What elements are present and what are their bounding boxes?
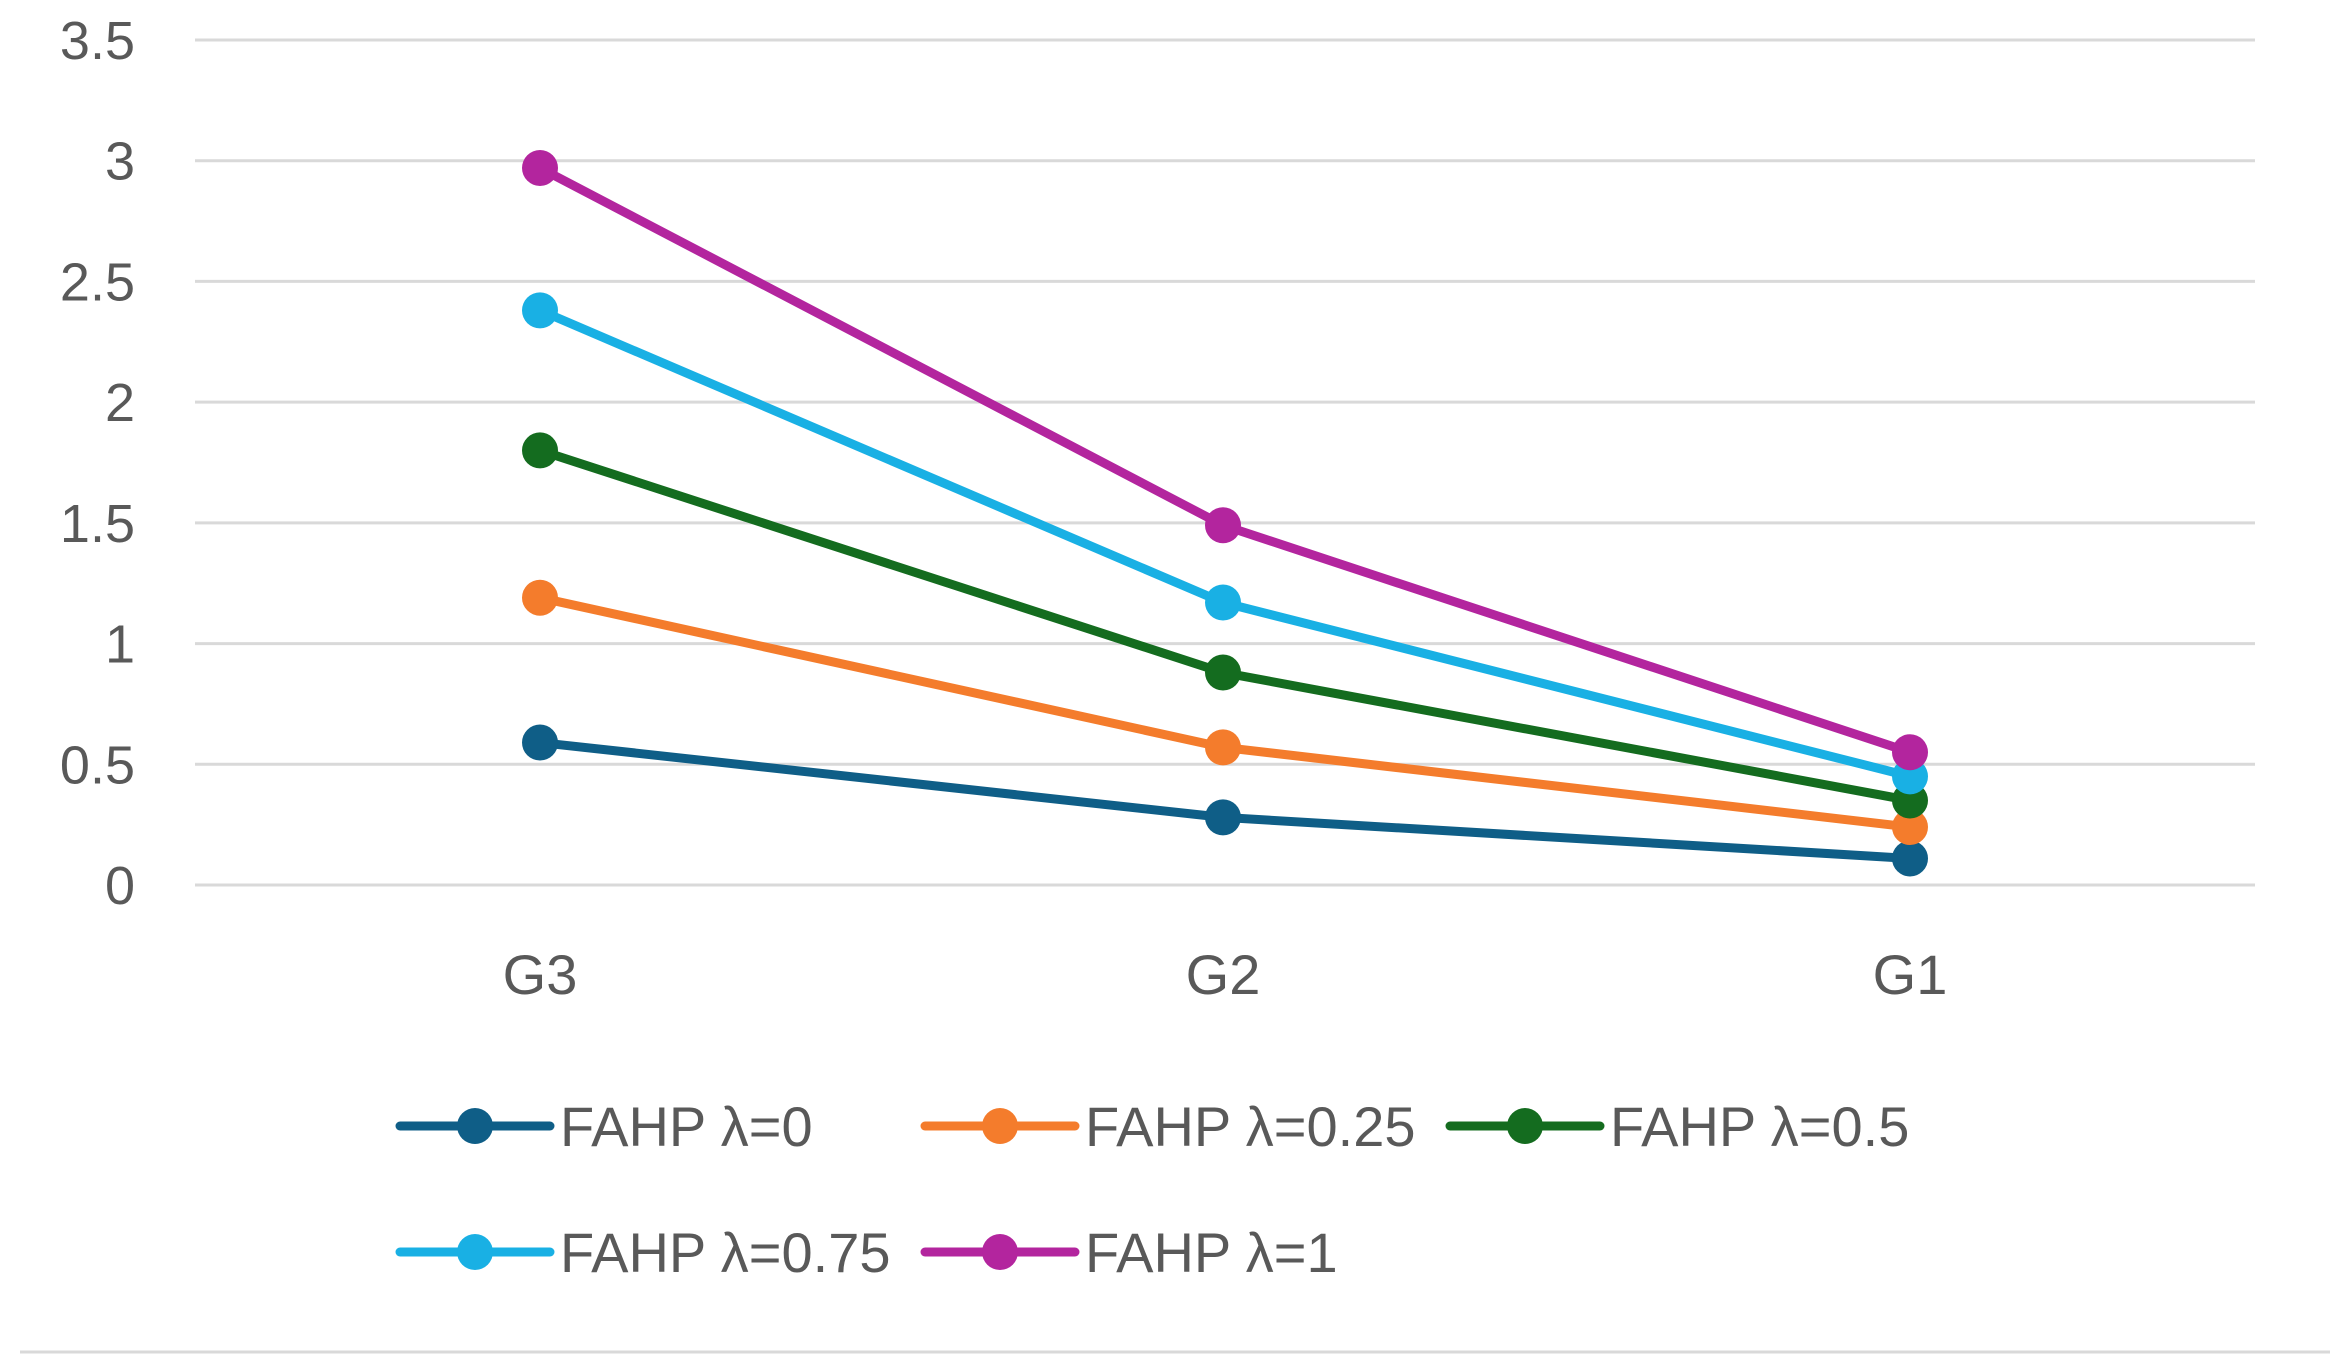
series-lines (522, 149, 1928, 877)
data-point (1205, 584, 1241, 621)
legend-item: FAHP λ=0.75 (395, 1221, 891, 1284)
data-point (522, 149, 558, 186)
y-tick-label: 3.5 (60, 11, 135, 71)
y-tick-label: 3 (105, 132, 135, 192)
data-point (1205, 507, 1241, 544)
data-point (522, 579, 558, 616)
x-category-label: G2 (1186, 943, 1261, 1006)
data-point (522, 432, 558, 469)
y-tick-label: 1.5 (60, 494, 135, 554)
series-line (535, 305, 1915, 781)
series-line (535, 593, 1915, 832)
legend-item: FAHP λ=0 (395, 1095, 813, 1158)
legend-swatch-marker (457, 1234, 493, 1270)
legend-item: FAHP λ=0.5 (1445, 1095, 1909, 1158)
x-category-label: G3 (503, 943, 578, 1006)
y-tick-label: 1 (105, 615, 135, 675)
legend-swatch-marker (457, 1108, 493, 1144)
data-point (522, 724, 558, 761)
data-point (1892, 840, 1928, 877)
data-point (1892, 809, 1928, 846)
legend-label: FAHP λ=0.25 (1085, 1095, 1416, 1158)
series-1 (522, 579, 1928, 846)
y-tick-label: 0 (105, 856, 135, 916)
data-point (1205, 799, 1241, 836)
legend-item: FAHP λ=1 (920, 1221, 1338, 1284)
y-axis-ticks: 0 0.5 1 1.5 2 2.5 3 3.5 (60, 11, 135, 916)
legend-label: FAHP λ=0.75 (560, 1221, 891, 1284)
y-tick-label: 2 (105, 373, 135, 433)
legend-label: FAHP λ=1 (1085, 1221, 1338, 1284)
series-3 (522, 292, 1928, 795)
legend-label: FAHP λ=0.5 (1610, 1095, 1909, 1158)
data-point (1892, 734, 1928, 771)
series-0 (522, 724, 1928, 877)
y-tick-label: 0.5 (60, 735, 135, 795)
x-category-label: G1 (1873, 943, 1948, 1006)
legend-item: FAHP λ=0.25 (920, 1095, 1416, 1158)
data-point (1205, 729, 1241, 766)
data-point (1205, 654, 1241, 691)
legend-label: FAHP λ=0 (560, 1095, 813, 1158)
y-tick-label: 2.5 (60, 252, 135, 312)
legend-swatch-marker (1507, 1108, 1543, 1144)
series-4 (522, 149, 1928, 771)
data-point (522, 292, 558, 329)
legend: FAHP λ=0 FAHP λ=0.25 FAHP λ=0.5 FAHP λ=0.75… (395, 1095, 1909, 1284)
legend-swatch-marker (982, 1108, 1018, 1144)
legend-swatch-marker (982, 1234, 1018, 1270)
x-axis-categories: G3 G2 G1 (503, 943, 1948, 1006)
